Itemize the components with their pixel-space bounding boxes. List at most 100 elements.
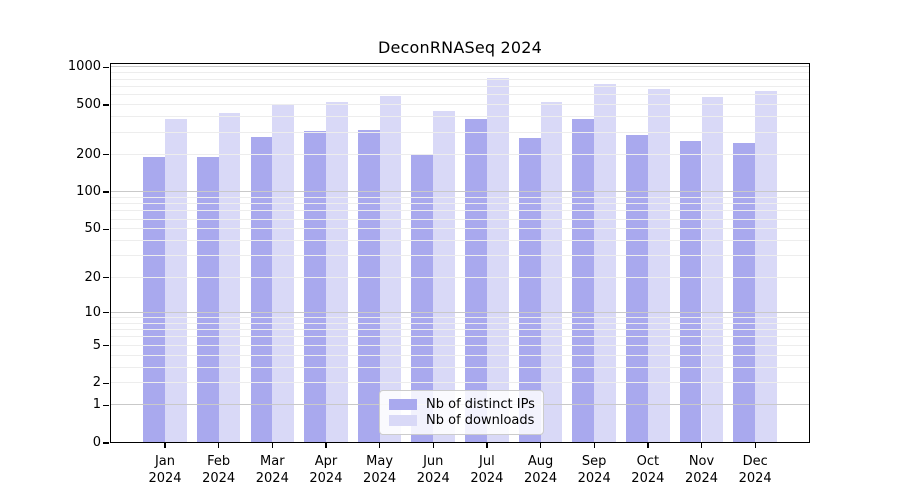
x-label-oct: Oct 2024: [631, 454, 665, 486]
y-tick-label-10: 10: [84, 304, 101, 320]
y-tick-label-200: 200: [76, 146, 101, 162]
y-tick-label-2: 2: [92, 375, 101, 391]
gridline-70: [110, 210, 810, 212]
gridline-300: [110, 131, 810, 133]
x-label-jan: Jan 2024: [148, 454, 182, 486]
y-tick-100: [103, 191, 109, 193]
grid-layer: [110, 63, 810, 443]
bar-may-downloads: [379, 96, 402, 443]
bar-apr-distinct-ips: [304, 130, 326, 443]
gridline-5: [110, 344, 810, 346]
gridline-1000: [110, 66, 810, 68]
bar-nov-downloads: [701, 97, 724, 443]
bar-jul-downloads: [486, 77, 509, 443]
gridline-6: [110, 336, 810, 338]
y-tick-label-1000: 1000: [67, 59, 101, 75]
gridline-30: [110, 255, 810, 257]
x-tick-apr: [325, 443, 327, 448]
gridline-8: [110, 322, 810, 324]
gridline-700: [110, 85, 810, 87]
y-tick-1: [103, 404, 109, 406]
legend-item-distinct-ips: Nb of distinct IPs: [389, 396, 535, 412]
bar-apr-downloads: [325, 102, 348, 443]
x-tick-jan: [164, 443, 166, 448]
chart-title: DeconRNASeq 2024: [377, 38, 543, 57]
gridline-9: [110, 316, 810, 318]
gridline-10: [110, 311, 810, 313]
x-tick-nov: [700, 443, 703, 448]
x-label-dec: Dec 2024: [738, 454, 772, 486]
x-label-nov: Nov 2024: [684, 454, 719, 486]
x-tick-aug: [539, 443, 542, 448]
x-tick-dec: [754, 443, 756, 448]
bar-mar-distinct-ips: [250, 137, 273, 443]
y-tick-label-100: 100: [76, 184, 101, 200]
x-tick-oct: [647, 443, 649, 448]
downloads-swatch-icon: [389, 415, 417, 427]
gridline-60: [110, 218, 810, 220]
legend: Nb of distinct IPs Nb of downloads: [379, 390, 544, 435]
bar-aug-downloads: [540, 101, 563, 443]
bar-sep-downloads: [594, 83, 616, 443]
gridline-40: [110, 240, 810, 242]
legend-label-distinct-ips: Nb of distinct IPs: [426, 396, 535, 412]
y-tick-50: [103, 228, 109, 230]
x-label-may: May 2024: [363, 454, 397, 486]
y-tick-2: [103, 382, 109, 384]
bar-may-distinct-ips: [357, 130, 380, 443]
x-label-jun: Jun 2024: [416, 454, 450, 486]
y-tick-5: [103, 344, 109, 347]
x-tick-may: [379, 443, 381, 448]
x-tick-sep: [593, 443, 595, 448]
gridline-400: [110, 116, 810, 118]
x-tick-mar: [271, 443, 273, 448]
x-label-jul: Jul 2024: [470, 454, 504, 486]
y-tick-200: [103, 154, 109, 156]
bar-dec-distinct-ips: [733, 142, 756, 443]
bar-mar-downloads: [272, 105, 295, 443]
y-tick-label-500: 500: [76, 97, 101, 112]
y-tick-500: [103, 104, 109, 106]
gridline-600: [110, 94, 810, 96]
gridline-500: [110, 104, 810, 105]
gridline-800: [110, 78, 810, 80]
x-tick-jun: [432, 443, 434, 448]
x-label-feb: Feb 2024: [202, 454, 236, 486]
legend-item-downloads: Nb of downloads: [389, 413, 534, 428]
bar-feb-downloads: [218, 113, 241, 443]
gridline-50: [110, 228, 810, 230]
y-tick-0: [103, 442, 109, 444]
gridline-20: [110, 276, 810, 278]
gridline-100: [110, 191, 810, 193]
gridline-200: [110, 153, 810, 155]
bar-jul-distinct-ips: [465, 119, 487, 443]
plot-area: Nb of distinct IPs Nb of downloads Jan 2…: [68, 59, 810, 486]
gridline-2: [110, 382, 810, 384]
gridline-900: [110, 72, 810, 74]
y-tick-1000: [103, 66, 109, 68]
y-tick-label-1: 1: [92, 397, 101, 413]
y-tick-label-50: 50: [84, 221, 101, 237]
y-tick-label-20: 20: [84, 269, 101, 285]
bar-oct-distinct-ips: [626, 134, 648, 443]
x-label-sep: Sep 2024: [577, 454, 611, 486]
x-label-aug: Aug 2024: [524, 454, 558, 486]
y-tick-20: [103, 276, 109, 279]
x-label-mar: Mar 2024: [255, 454, 289, 486]
gridline-7: [110, 328, 810, 330]
gridline-80: [110, 203, 810, 205]
gridline-4: [110, 354, 810, 356]
y-tick-label-5: 5: [92, 337, 101, 353]
bar-jan-downloads: [165, 119, 187, 443]
x-label-apr: Apr 2024: [309, 454, 343, 486]
gridline-90: [110, 196, 810, 198]
y-tick-label-0: 0: [92, 435, 101, 450]
gridline-3: [110, 366, 810, 368]
distinct-ips-swatch-icon: [389, 398, 417, 410]
x-tick-jul: [486, 443, 488, 448]
x-tick-feb: [218, 443, 220, 448]
y-tick-10: [103, 312, 109, 314]
legend-label-downloads: Nb of downloads: [426, 413, 535, 429]
bar-jun-distinct-ips: [411, 153, 434, 443]
